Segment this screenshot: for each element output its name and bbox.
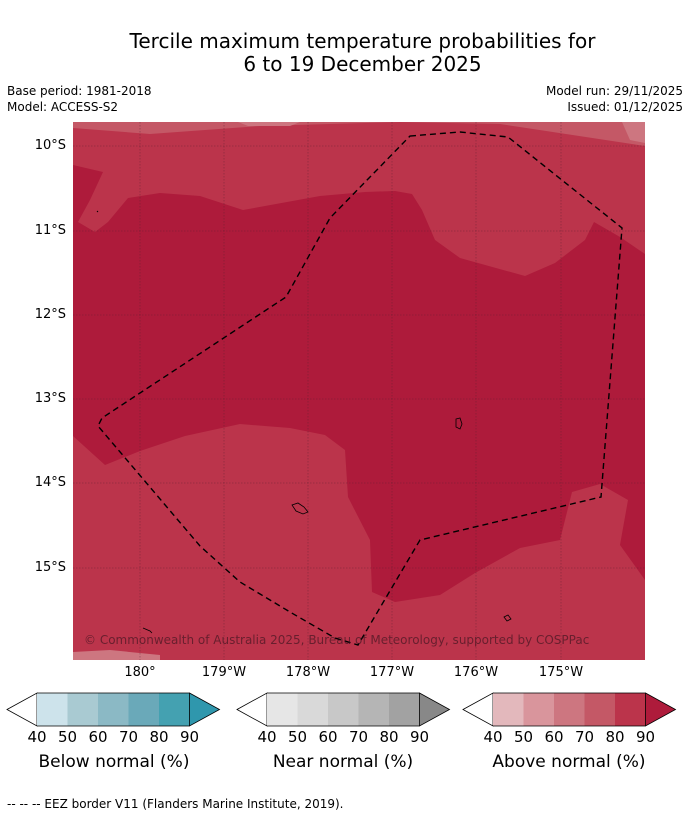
- copyright-text: © Commonwealth of Australia 2025, Bureau…: [84, 633, 590, 647]
- base-period: Base period: 1981-2018: [7, 84, 152, 98]
- near-colorbar-tick: 50: [287, 728, 308, 746]
- lat-label-10s: 10°S: [34, 138, 66, 153]
- title-line-1: Tercile maximum temperature probabilitie…: [129, 29, 596, 53]
- lon-label-175w: 175°W: [538, 665, 584, 680]
- above-colorbar-segment: [615, 693, 646, 726]
- above-colorbar-tick: 80: [605, 728, 625, 746]
- small-island-1: [455, 417, 463, 430]
- region-60-70: [73, 650, 160, 660]
- below-colorbar-segment: [159, 693, 190, 726]
- near-colorbar-segment: [328, 693, 359, 726]
- below-colorbar-outline: [37, 692, 190, 727]
- meta-right: Model run: 29/11/2025 Issued: 01/12/2025: [546, 83, 683, 115]
- below-colorbar-low-arrow: [6, 692, 38, 727]
- above-normal-label: Above normal (%): [492, 752, 646, 772]
- above-colorbar-high-arrow: [645, 692, 677, 727]
- region-60-70-top: [238, 122, 645, 143]
- title-line-2: 6 to 19 December 2025: [243, 52, 482, 76]
- above-colorbar-tick: 50: [513, 728, 534, 746]
- meta-left: Base period: 1981-2018 Model: ACCESS-S2: [7, 83, 152, 115]
- above-colorbar-outline: [493, 692, 646, 727]
- lon-label-177w: 177°W: [369, 665, 415, 680]
- footer-note: -- -- -- EEZ border V11 (Flanders Marine…: [7, 797, 344, 811]
- region-90-upper: [73, 165, 645, 602]
- above-colorbar-tick: 40: [483, 728, 503, 746]
- below-colorbar-tick: 90: [179, 728, 200, 746]
- small-island-3: [503, 614, 512, 622]
- lon-label-180: 180°: [124, 665, 156, 680]
- model-run: Model run: 29/11/2025: [545, 84, 683, 98]
- above-colorbar-segment: [554, 693, 585, 726]
- near-colorbar-segment: [267, 693, 298, 726]
- lon-label-179w: 179°W: [201, 665, 247, 680]
- near-colorbar-tick: 90: [409, 728, 430, 746]
- below-colorbar-tick: 70: [118, 728, 139, 746]
- near-colorbar-tick: 60: [318, 728, 338, 746]
- lat-label-15s: 15°S: [34, 560, 66, 575]
- below-normal-label: Below normal (%): [38, 752, 190, 772]
- below-colorbar-tick: 60: [88, 728, 108, 746]
- model-name: Model: ACCESS-S2: [7, 100, 119, 114]
- above-colorbar-segment: [523, 693, 554, 726]
- lat-label-14s: 14°S: [34, 475, 66, 490]
- lon-label-176w: 176°W: [453, 665, 499, 680]
- small-island-2: [291, 502, 309, 515]
- lat-label-13s: 13°S: [34, 391, 66, 406]
- below-colorbar-segment: [67, 693, 98, 726]
- below-colorbar-segment: [128, 693, 159, 726]
- above-colorbar-tick: 90: [635, 728, 656, 746]
- eez-border: [97, 131, 623, 646]
- below-colorbar-tick: 40: [27, 728, 47, 746]
- map-fill: [73, 122, 645, 660]
- above-colorbar-tick: 60: [544, 728, 564, 746]
- below-colorbar-segment: [37, 693, 68, 726]
- above-colorbar-segment: [584, 693, 615, 726]
- near-colorbar-tick: 40: [257, 728, 277, 746]
- small-island-5: [96, 210, 99, 213]
- above-colorbar-low-arrow: [462, 692, 494, 727]
- near-normal-label: Near normal (%): [272, 752, 414, 772]
- below-colorbar-tick: 50: [57, 728, 78, 746]
- lat-label-12s: 12°S: [34, 307, 66, 322]
- below-colorbar-tick: 80: [149, 728, 169, 746]
- near-colorbar-high-arrow: [419, 692, 451, 727]
- near-colorbar-low-arrow: [236, 692, 268, 727]
- near-colorbar-segment: [297, 693, 328, 726]
- above-colorbar-segment: [493, 693, 524, 726]
- small-island-4: [142, 627, 153, 634]
- chart-title: Tercile maximum temperature probabilitie…: [0, 30, 690, 76]
- lat-label-11s: 11°S: [34, 223, 66, 238]
- below-colorbar-high-arrow: [189, 692, 221, 727]
- near-colorbar-segment: [358, 693, 389, 726]
- near-colorbar-segment: [389, 693, 420, 726]
- lon-label-178w: 178°W: [285, 665, 331, 680]
- near-colorbar-outline: [267, 692, 420, 727]
- gridlines: [73, 122, 645, 660]
- issued-date: Issued: 01/12/2025: [567, 100, 683, 114]
- above-colorbar-tick: 70: [574, 728, 595, 746]
- near-colorbar-tick: 70: [348, 728, 369, 746]
- near-colorbar-tick: 80: [379, 728, 399, 746]
- below-colorbar-segment: [98, 693, 129, 726]
